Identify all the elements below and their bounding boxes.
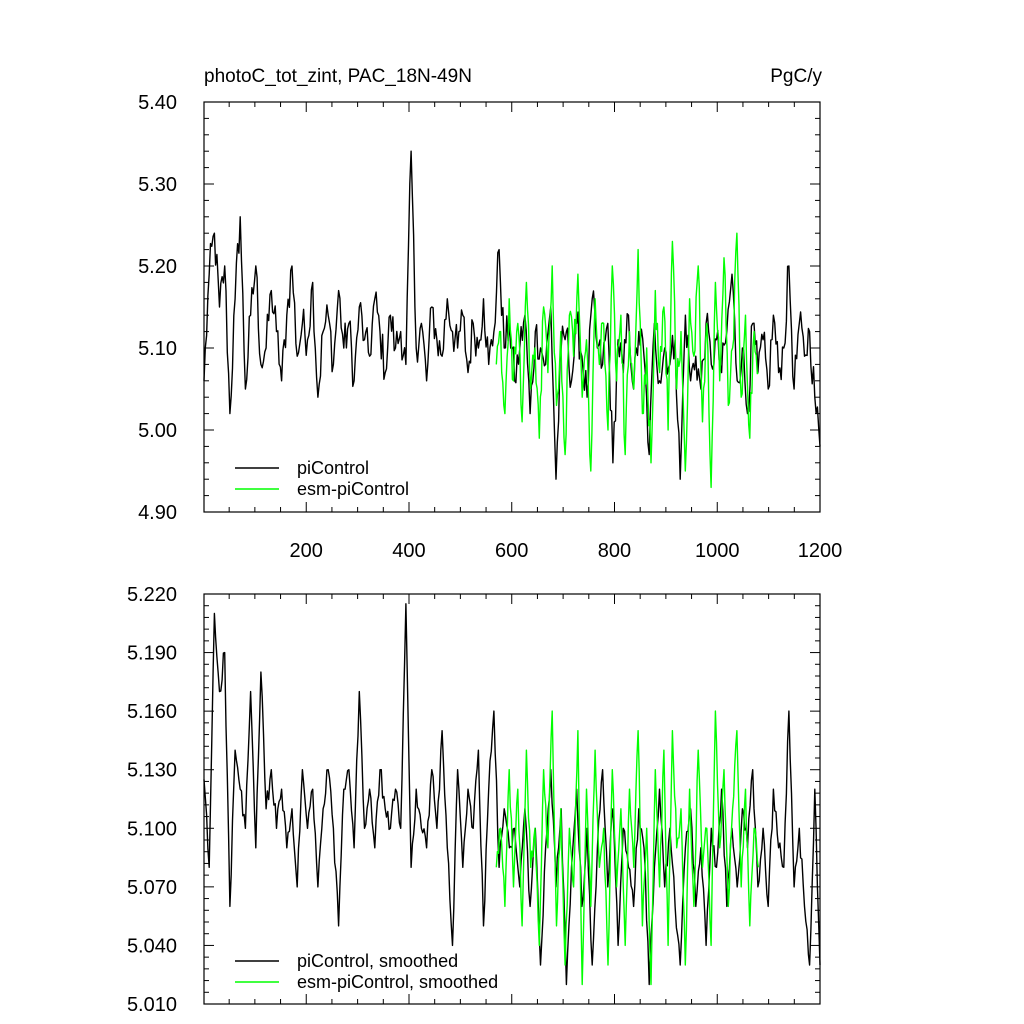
legend-label-esm-picontrol-smoothed: esm-piControl, smoothed (297, 972, 498, 992)
series-line-esm-picontrol (495, 232, 759, 489)
top-panel-series (203, 150, 821, 489)
legend-label-picontrol-smoothed: piControl, smoothed (297, 951, 458, 971)
legend-label-picontrol: piControl (297, 458, 369, 478)
series-line-esm-picontrol-smoothed (495, 710, 759, 986)
x-tick-label: 800 (598, 540, 631, 562)
top-panel-units: PgC/y (770, 66, 822, 87)
x-tick-label: 400 (392, 540, 425, 562)
y-tick-label: 5.160 (127, 701, 177, 723)
top-panel: photoC_tot_zint, PAC_18N-49N PgC/y 4.90 5… (138, 66, 842, 562)
top-panel-frame (203, 101, 821, 513)
bottom-panel: 5.010 5.040 5.070 5.100 5.130 5.160 5.190 5.220… (127, 584, 821, 1016)
y-tick-label: 5.010 (127, 994, 177, 1016)
y-tick-label: 5.190 (127, 643, 177, 665)
x-tick-label: 600 (495, 540, 528, 562)
y-tick-label: 5.10 (138, 338, 177, 360)
y-tick-label: 5.130 (127, 760, 177, 782)
legend-label-esm-picontrol: esm-piControl (297, 479, 409, 499)
x-tick-label: 1000 (695, 540, 740, 562)
y-tick-label: 5.070 (127, 877, 177, 899)
top-panel-legend: piControl esm-piControl (235, 458, 409, 499)
y-tick-label: 5.40 (138, 92, 177, 114)
bottom-panel-frame (203, 593, 821, 1005)
x-tick-label: 200 (290, 540, 323, 562)
y-tick-label: 4.90 (138, 502, 177, 524)
y-tick-label: 5.20 (138, 256, 177, 278)
bottom-panel-series (203, 603, 821, 986)
x-tick-label: 1200 (798, 540, 843, 562)
top-panel-ticks: 4.90 5.00 5.10 5.20 5.30 5.40 200 400 600 800 1000… (138, 92, 842, 562)
bottom-panel-legend: piControl, smoothed esm-piControl, smoot… (235, 951, 498, 992)
y-tick-label: 5.220 (127, 584, 177, 606)
y-tick-label: 5.30 (138, 174, 177, 196)
y-tick-label: 5.100 (127, 818, 177, 840)
top-panel-title: photoC_tot_zint, PAC_18N-49N (204, 66, 472, 87)
y-tick-label: 5.040 (127, 935, 177, 957)
y-tick-label: 5.00 (138, 420, 177, 442)
